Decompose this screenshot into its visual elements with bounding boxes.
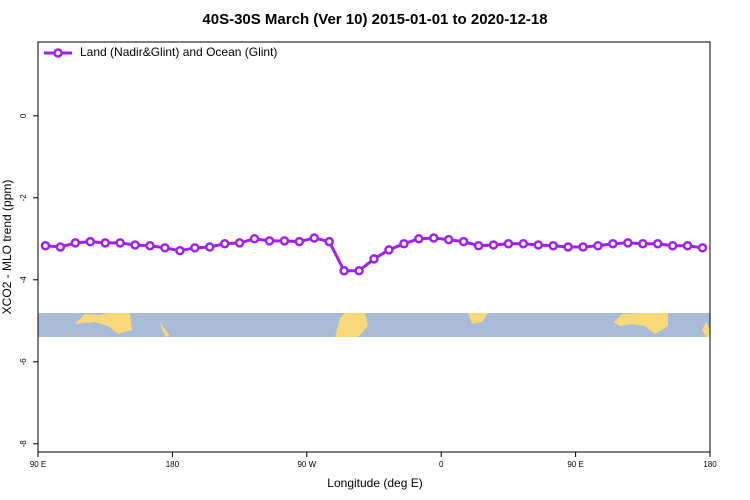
chart-title: 40S-30S March (Ver 10) 2015-01-01 to 202… [202,11,547,28]
point [667,241,678,251]
point [55,242,66,252]
point [428,233,439,243]
y-axis-label: XCO2 - MLO trend (ppm) [0,180,14,315]
y-tick-label: -6 [19,358,28,366]
point [414,234,424,244]
point [563,242,573,252]
y-tick-label: -8 [19,440,28,448]
x-axis-label: Longitude (deg E) [327,476,422,490]
point [190,243,200,253]
point [145,241,155,251]
point [369,254,379,264]
point [85,236,96,247]
point [40,241,51,251]
point [100,238,110,248]
point [115,238,125,248]
point [608,238,618,249]
x-tick-label: 0 [439,460,444,469]
plot-frame [37,41,711,453]
point [249,234,260,244]
point [279,236,290,246]
point [458,236,469,247]
x-tick-label: 90 E [30,460,46,469]
point [638,238,648,249]
point [503,238,514,249]
map-strip [38,313,710,337]
x-tick-label: 90 E [567,460,583,469]
point [623,238,633,248]
x-tick-label: 90 W [297,460,316,469]
y-tick-label: 0 [19,113,28,118]
point [354,266,364,276]
point [309,233,320,243]
point [518,238,529,249]
legend-label: Land (Nadir&Glint) and Ocean (Glint) [80,45,277,59]
x-tick-label: 180 [703,460,717,469]
legend-marker [53,48,63,58]
y-tick-label: -2 [19,194,28,202]
point [384,245,394,255]
point [204,242,215,252]
point [473,241,484,251]
point [160,243,170,253]
point [548,241,558,251]
point [682,241,693,251]
point [219,238,230,249]
point [70,238,81,248]
y-tick-label: -4 [19,276,28,284]
point [264,236,275,246]
point [130,240,140,250]
point [339,266,349,276]
point [578,242,588,252]
point [593,241,603,251]
point [697,243,708,253]
point [443,234,454,245]
point [234,238,245,248]
x-tick-label: 180 [166,460,180,469]
point [294,236,305,247]
point [488,240,499,250]
point [533,240,544,250]
point [652,238,663,249]
point [399,238,409,249]
point [175,245,185,256]
point [324,236,334,247]
